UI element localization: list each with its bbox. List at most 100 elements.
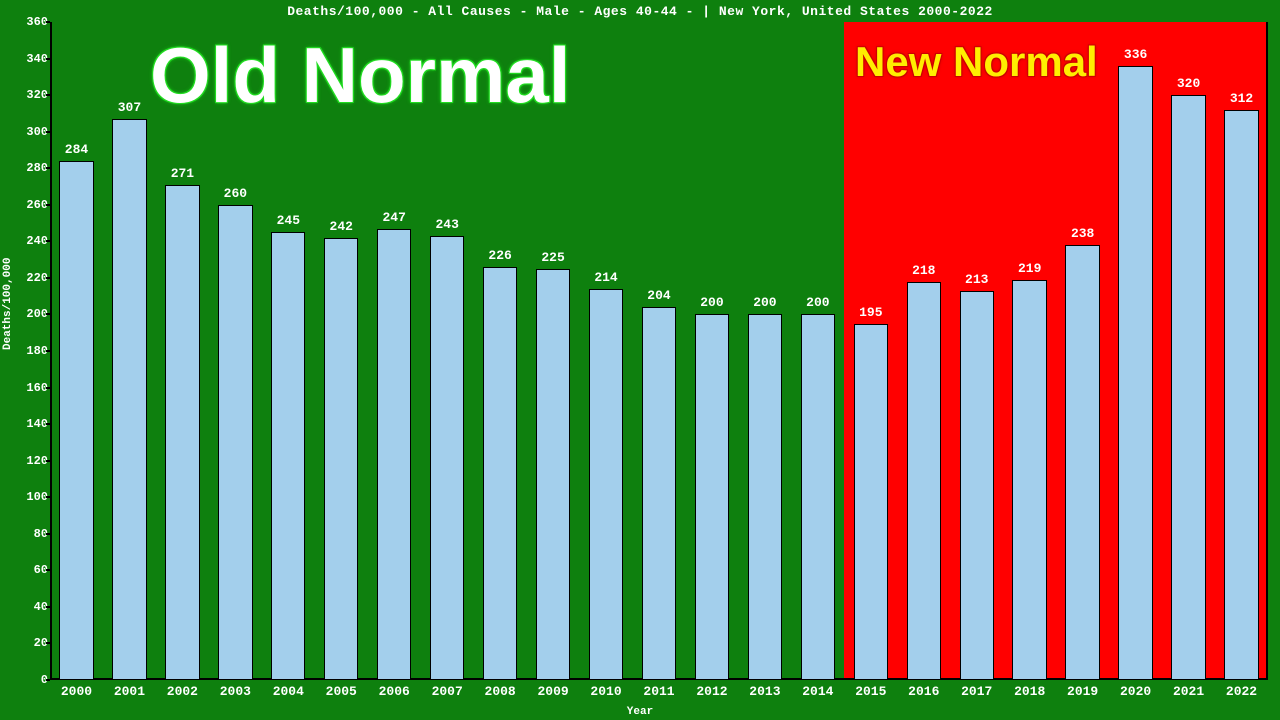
y-tick-mark bbox=[46, 277, 50, 279]
bar-value-label: 195 bbox=[859, 305, 882, 320]
bar bbox=[907, 282, 941, 680]
y-tick-label: 0 bbox=[8, 673, 48, 687]
y-tick-mark bbox=[46, 460, 50, 462]
bar bbox=[854, 324, 888, 680]
y-tick-label: 40 bbox=[8, 600, 48, 614]
bar-value-label: 200 bbox=[806, 295, 829, 310]
y-tick-mark bbox=[46, 350, 50, 352]
y-tick-label: 280 bbox=[8, 161, 48, 175]
bar-value-label: 320 bbox=[1177, 76, 1200, 91]
bar-value-label: 242 bbox=[330, 219, 353, 234]
x-tick-label: 2011 bbox=[643, 684, 674, 699]
y-tick-label: 80 bbox=[8, 527, 48, 541]
y-tick-mark bbox=[46, 58, 50, 60]
bar-value-label: 214 bbox=[594, 270, 617, 285]
y-tick-mark bbox=[46, 131, 50, 133]
x-tick-label: 2005 bbox=[326, 684, 357, 699]
y-tick-label: 340 bbox=[8, 52, 48, 66]
y-tick-label: 320 bbox=[8, 88, 48, 102]
chart-title: Deaths/100,000 - All Causes - Male - Age… bbox=[0, 4, 1280, 19]
x-tick-label: 2018 bbox=[1014, 684, 1045, 699]
bar bbox=[1065, 245, 1099, 680]
y-tick-label: 240 bbox=[8, 234, 48, 248]
y-tick-label: 260 bbox=[8, 198, 48, 212]
bar bbox=[536, 269, 570, 680]
y-tick-label: 160 bbox=[8, 381, 48, 395]
x-tick-label: 2003 bbox=[220, 684, 251, 699]
y-tick-label: 300 bbox=[8, 125, 48, 139]
bar bbox=[1224, 110, 1258, 680]
x-tick-label: 2020 bbox=[1120, 684, 1151, 699]
bar bbox=[960, 291, 994, 680]
bar-value-label: 218 bbox=[912, 263, 935, 278]
bar bbox=[801, 314, 835, 680]
bar-value-label: 225 bbox=[541, 250, 564, 265]
x-tick-label: 2013 bbox=[749, 684, 780, 699]
y-tick-label: 360 bbox=[8, 15, 48, 29]
y-tick-label: 60 bbox=[8, 563, 48, 577]
y-tick-mark bbox=[46, 496, 50, 498]
bar bbox=[112, 119, 146, 680]
x-tick-label: 2007 bbox=[432, 684, 463, 699]
x-tick-label: 2002 bbox=[167, 684, 198, 699]
bar bbox=[218, 205, 252, 680]
y-tick-mark bbox=[46, 642, 50, 644]
bar bbox=[430, 236, 464, 680]
bar-value-label: 200 bbox=[700, 295, 723, 310]
bar bbox=[1171, 95, 1205, 680]
y-tick-mark bbox=[46, 423, 50, 425]
bar-value-label: 200 bbox=[753, 295, 776, 310]
bar bbox=[324, 238, 358, 680]
bar bbox=[642, 307, 676, 680]
y-axis-line bbox=[50, 22, 52, 680]
x-tick-label: 2016 bbox=[908, 684, 939, 699]
bar bbox=[748, 314, 782, 680]
y-tick-label: 120 bbox=[8, 454, 48, 468]
bar bbox=[1118, 66, 1152, 680]
y-tick-mark bbox=[46, 167, 50, 169]
x-tick-label: 2022 bbox=[1226, 684, 1257, 699]
y-tick-label: 20 bbox=[8, 636, 48, 650]
bar-value-label: 312 bbox=[1230, 91, 1253, 106]
bar-value-label: 226 bbox=[488, 248, 511, 263]
y-tick-mark bbox=[46, 204, 50, 206]
bar-value-label: 271 bbox=[171, 166, 194, 181]
x-tick-label: 2009 bbox=[537, 684, 568, 699]
bar-value-label: 307 bbox=[118, 100, 141, 115]
x-tick-label: 2004 bbox=[273, 684, 304, 699]
bar bbox=[695, 314, 729, 680]
y-tick-mark bbox=[46, 679, 50, 681]
bar-value-label: 219 bbox=[1018, 261, 1041, 276]
bar-value-label: 245 bbox=[277, 213, 300, 228]
y-axis-line-right bbox=[1266, 22, 1268, 680]
y-tick-mark bbox=[46, 94, 50, 96]
y-tick-label: 100 bbox=[8, 490, 48, 504]
x-axis-label: Year bbox=[0, 706, 1280, 718]
y-tick-mark bbox=[46, 606, 50, 608]
x-tick-label: 2015 bbox=[855, 684, 886, 699]
x-tick-label: 2008 bbox=[485, 684, 516, 699]
bar bbox=[271, 232, 305, 680]
y-tick-mark bbox=[46, 21, 50, 23]
y-tick-label: 200 bbox=[8, 307, 48, 321]
bar-value-label: 243 bbox=[435, 217, 458, 232]
y-tick-mark bbox=[46, 313, 50, 315]
y-tick-mark bbox=[46, 240, 50, 242]
y-tick-label: 220 bbox=[8, 271, 48, 285]
x-tick-label: 2001 bbox=[114, 684, 145, 699]
bar bbox=[483, 267, 517, 680]
bar bbox=[589, 289, 623, 680]
bar-value-label: 238 bbox=[1071, 226, 1094, 241]
x-tick-label: 2021 bbox=[1173, 684, 1204, 699]
bar-value-label: 336 bbox=[1124, 47, 1147, 62]
bar bbox=[59, 161, 93, 680]
x-tick-label: 2014 bbox=[802, 684, 833, 699]
y-tick-mark bbox=[46, 569, 50, 571]
bar-value-label: 213 bbox=[965, 272, 988, 287]
y-tick-mark bbox=[46, 387, 50, 389]
overlay-text: Old Normal bbox=[150, 30, 570, 121]
bar bbox=[377, 229, 411, 680]
overlay-text: New Normal bbox=[855, 38, 1098, 86]
bar-value-label: 260 bbox=[224, 186, 247, 201]
x-tick-label: 2017 bbox=[961, 684, 992, 699]
